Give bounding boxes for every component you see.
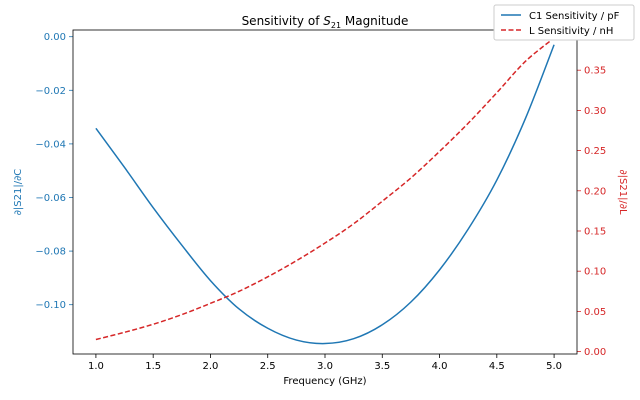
x-tick-label: 1.5 <box>145 361 161 372</box>
series-layer <box>95 37 555 345</box>
y-left-tick-label: −0.02 <box>35 86 66 97</box>
y-left-tick-label: 0.00 <box>44 32 66 43</box>
plot-background <box>73 30 577 354</box>
y-axis-label-right: ∂|S21|/∂L <box>617 169 628 215</box>
series-line-c1-sensitivity <box>95 44 555 345</box>
x-tick-label: 1.0 <box>88 361 104 372</box>
y-right-tick-label: 0.30 <box>584 106 606 117</box>
legend-frame <box>493 4 635 41</box>
x-tick-label: 2.0 <box>203 361 219 372</box>
x-tick-label: 5.0 <box>546 361 562 372</box>
x-tick-label: 4.5 <box>489 361 505 372</box>
series-line-l-sensitivity <box>95 37 555 341</box>
x-axis-label: Frequency (GHz) <box>283 376 366 387</box>
plot-frame <box>72 29 578 355</box>
y-right-tick-label: 0.05 <box>584 307 606 318</box>
x-tick-label: 3.5 <box>374 361 390 372</box>
legend-label-c1: C1 Sensitivity / pF <box>529 11 620 22</box>
y-left-tick-label: −0.10 <box>35 300 66 311</box>
plot-area <box>73 30 577 354</box>
y-left-tick-label: −0.04 <box>35 139 66 150</box>
x-tick-label: 3.0 <box>317 361 333 372</box>
x-tick-label: 4.0 <box>432 361 448 372</box>
y-right-tick-label: 0.15 <box>584 226 606 237</box>
y-right-tick-label: 0.20 <box>584 186 606 197</box>
y-right-tick-label: 0.10 <box>584 267 606 278</box>
x-tick-label: 2.5 <box>260 361 276 372</box>
legend-label-l: L Sensitivity / nH <box>529 26 613 37</box>
y-left-tick-label: −0.08 <box>35 247 66 258</box>
y-right-tick-label: 0.35 <box>584 66 606 77</box>
y-axis-label-left: ∂|S21|/∂C <box>13 169 24 216</box>
axes-layer: 1.0 1.5 2.0 2.5 3.0 3.5 4.0 4.5 5.0 0.00 −0.02 −0.0… <box>35 29 606 372</box>
legend: C1 Sensitivity / pF L Sensitivity / nH <box>493 4 635 41</box>
y-right-tick-label: 0.00 <box>584 347 606 358</box>
chart-title: Sensitivity of S21 Magnitude <box>242 14 409 30</box>
y-right-tick-label: 0.25 <box>584 146 606 157</box>
y-left-tick-label: −0.06 <box>35 193 66 204</box>
